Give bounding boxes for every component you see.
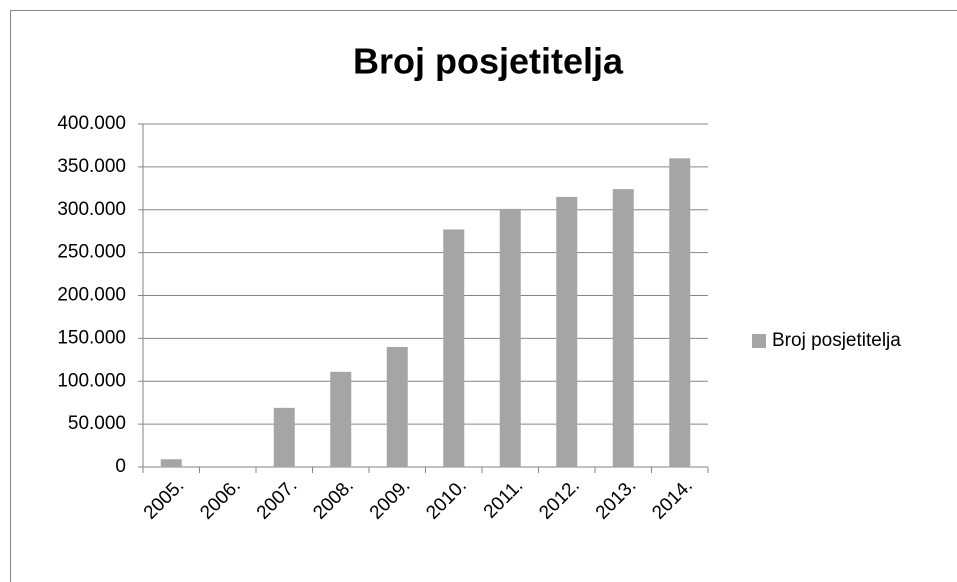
y-tick-label: 400.000 — [57, 113, 126, 134]
y-tick-label: 0 — [115, 456, 126, 477]
bar — [612, 189, 634, 468]
bar — [273, 407, 295, 467]
y-tick-label: 50.000 — [68, 413, 126, 434]
legend-label: Broj posjetitelja — [772, 330, 901, 351]
bar — [330, 371, 352, 467]
y-tick-label: 200.000 — [57, 285, 126, 306]
x-tick-label: 2008. — [309, 475, 357, 523]
bar — [160, 459, 182, 467]
x-tick-label: 2006. — [196, 475, 244, 523]
bar — [669, 158, 691, 468]
y-tick-label: 350.000 — [57, 156, 126, 177]
bar — [443, 229, 465, 467]
x-tick-label: 2010. — [422, 475, 470, 523]
chart-border — [10, 10, 957, 582]
bar — [499, 208, 521, 467]
y-tick-label: 100.000 — [57, 370, 126, 391]
x-tick-label: 2011. — [480, 475, 527, 522]
x-tick-label: 2012. — [535, 475, 583, 523]
x-tick-label: 2013. — [592, 475, 640, 523]
y-tick-label: 300.000 — [57, 199, 126, 220]
bar — [556, 196, 578, 467]
legend-swatch — [752, 334, 766, 348]
chart-title: Broj posjetitelja — [353, 41, 624, 82]
bar — [386, 346, 408, 467]
y-tick-label: 250.000 — [57, 242, 126, 263]
x-tick-label: 2005. — [140, 475, 188, 523]
x-tick-label: 2007. — [253, 475, 301, 523]
y-tick-label: 150.000 — [57, 327, 126, 348]
x-tick-label: 2014. — [648, 475, 696, 523]
x-tick-label: 2009. — [366, 475, 414, 523]
